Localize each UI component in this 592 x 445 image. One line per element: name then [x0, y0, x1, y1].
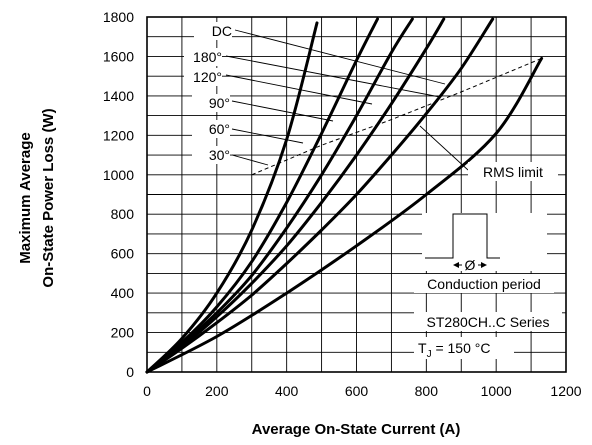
y-axis-label-line1: Maximum Average: [17, 132, 34, 263]
y-axis-label-line2: On-State Power Loss (W): [40, 108, 57, 287]
rms-limit-line: [251, 57, 542, 176]
curve-90deg: [145, 17, 414, 374]
x-tick-label: 1200: [550, 383, 581, 399]
arrowhead-right: [481, 262, 487, 268]
leader-lines: [225, 29, 469, 171]
curve-30deg: [145, 21, 319, 374]
leader-30deg: [231, 154, 269, 166]
label-bg-120deg: [184, 68, 222, 86]
label-bg-60deg: [192, 120, 230, 138]
x-tick-label: 400: [275, 383, 299, 399]
y-tick-label: 1400: [103, 88, 134, 104]
label-bg-180deg: [184, 48, 222, 66]
x-tick-labels: 0 200 400 600 800 1000 1200: [143, 383, 582, 399]
y-tick-label: 800: [111, 206, 135, 222]
label-bg-90deg: [192, 94, 230, 112]
leader-180deg: [225, 55, 441, 98]
y-tick-label: 1800: [103, 9, 134, 25]
label-bg-30deg: [192, 146, 230, 164]
curve-label-120deg: 120°: [193, 69, 222, 85]
arrowhead-left: [453, 262, 459, 268]
y-tick-label: 200: [111, 325, 135, 341]
x-tick-label: 0: [143, 383, 151, 399]
curve-120deg: [145, 17, 446, 374]
x-tick-label: 200: [205, 383, 229, 399]
series-bg: [414, 312, 562, 331]
conduction-inset: Ø Conduction period ST280CH..C Series TJ = …: [414, 213, 562, 360]
leader-dc: [234, 29, 446, 85]
label-bg-dc: [194, 22, 232, 40]
pulse-symbol: [425, 213, 500, 259]
rms-limit-dashed: [251, 57, 542, 176]
leader-90deg: [231, 100, 334, 122]
curve-label-dc: DC: [212, 23, 232, 39]
curve-label-60deg: 60°: [209, 121, 230, 137]
x-tick-label: 1000: [481, 383, 512, 399]
x-axis-label: Average On-State Current (A): [252, 421, 461, 438]
curve-180deg: [145, 17, 495, 374]
conduction-label: Conduction period: [427, 276, 541, 292]
y-tick-label: 1600: [103, 48, 134, 64]
curve-label-30deg: 30°: [209, 147, 230, 163]
rms-limit-label: RMS limit: [483, 164, 543, 180]
y-tick-label: 1000: [103, 167, 134, 183]
y-tick-label: 0: [126, 364, 134, 380]
rms-label-bg: [468, 162, 558, 181]
series-label: ST280CH..C Series: [427, 314, 550, 330]
x-tick-label: 800: [415, 383, 439, 399]
y-tick-labels: 0 200 400 600 800 1000 1200 1400 1600 1800: [103, 9, 134, 380]
y-tick-label: 1200: [103, 127, 134, 143]
phi-bg: [462, 258, 478, 271]
inset-bg: [422, 213, 547, 271]
curve-dc: [145, 56, 544, 374]
curve-label-180deg: 180°: [193, 49, 222, 65]
y-tick-label: 400: [111, 285, 135, 301]
leader-60deg: [231, 128, 304, 144]
curve-60deg: [145, 17, 379, 374]
curve-label-90deg: 90°: [209, 95, 230, 111]
y-tick-label: 600: [111, 246, 135, 262]
tj-bg: [414, 337, 514, 359]
plot-frame: [146, 16, 567, 373]
x-tick-label: 600: [345, 383, 369, 399]
leader-120deg: [225, 74, 373, 105]
conduction-bg: [414, 274, 554, 293]
phi-symbol: Ø: [465, 257, 476, 273]
curve-labels: 30° 60° 90° 120° 180° DC RMS limit: [184, 22, 558, 181]
rms-leader: [419, 125, 469, 171]
curves: [145, 17, 544, 374]
junction-temp-label: TJ = 150 °C: [418, 340, 490, 360]
